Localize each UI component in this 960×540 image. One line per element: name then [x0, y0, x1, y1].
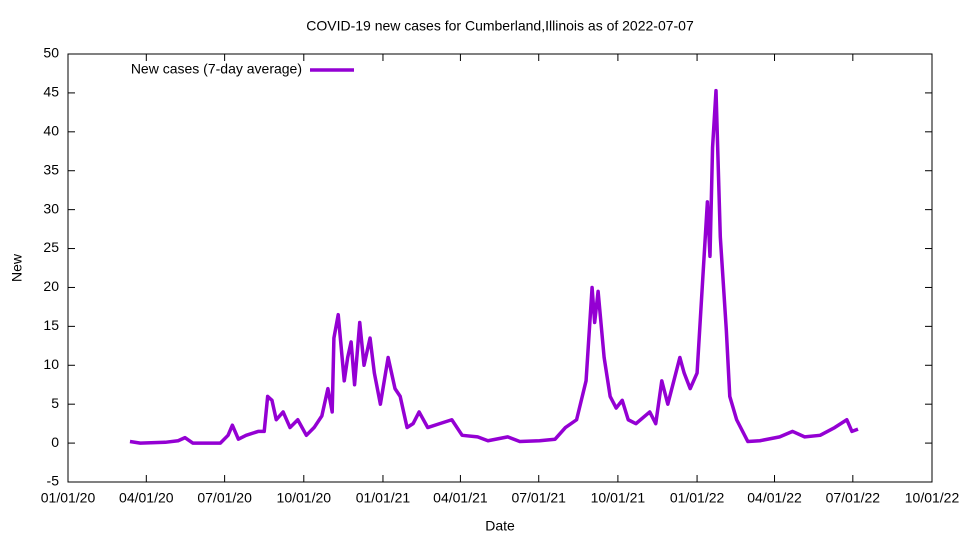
y-tick-label: 30: [43, 200, 59, 216]
x-tick-label: 10/01/21: [591, 490, 646, 506]
x-tick-label: 07/01/22: [826, 490, 881, 506]
y-tick-label: 20: [43, 278, 59, 294]
legend-label: New cases (7-day average): [131, 61, 302, 77]
chart-title: COVID-19 new cases for Cumberland,Illino…: [306, 18, 694, 34]
x-tick-label: 07/01/20: [197, 490, 252, 506]
y-tick-label: 35: [43, 161, 59, 177]
x-tick-label: 07/01/21: [511, 490, 566, 506]
x-tick-label: 04/01/20: [119, 490, 174, 506]
y-tick-label: 50: [43, 45, 59, 61]
x-axis-label: Date: [485, 518, 515, 534]
x-tick-label: 04/01/22: [747, 490, 802, 506]
x-tick-label: 01/01/22: [670, 490, 725, 506]
y-tick-label: 45: [43, 84, 59, 100]
y-axis-label: New: [9, 253, 25, 282]
y-tick-label: 10: [43, 356, 59, 372]
x-tick-label: 04/01/21: [433, 490, 488, 506]
y-tick-label: 25: [43, 239, 59, 255]
x-tick-label: 01/01/20: [41, 490, 96, 506]
plot-frame: [67, 53, 933, 483]
y-tick-label: 40: [43, 123, 59, 139]
x-tick-label: 10/01/22: [905, 490, 960, 506]
y-tick-label: -5: [47, 473, 60, 489]
y-tick-label: 0: [51, 434, 59, 450]
data-line: [129, 88, 859, 445]
x-tick-label: 01/01/21: [356, 490, 411, 506]
x-tick-label: 10/01/20: [277, 490, 332, 506]
y-tick-label: 15: [43, 317, 59, 333]
y-tick-label: 5: [51, 395, 59, 411]
